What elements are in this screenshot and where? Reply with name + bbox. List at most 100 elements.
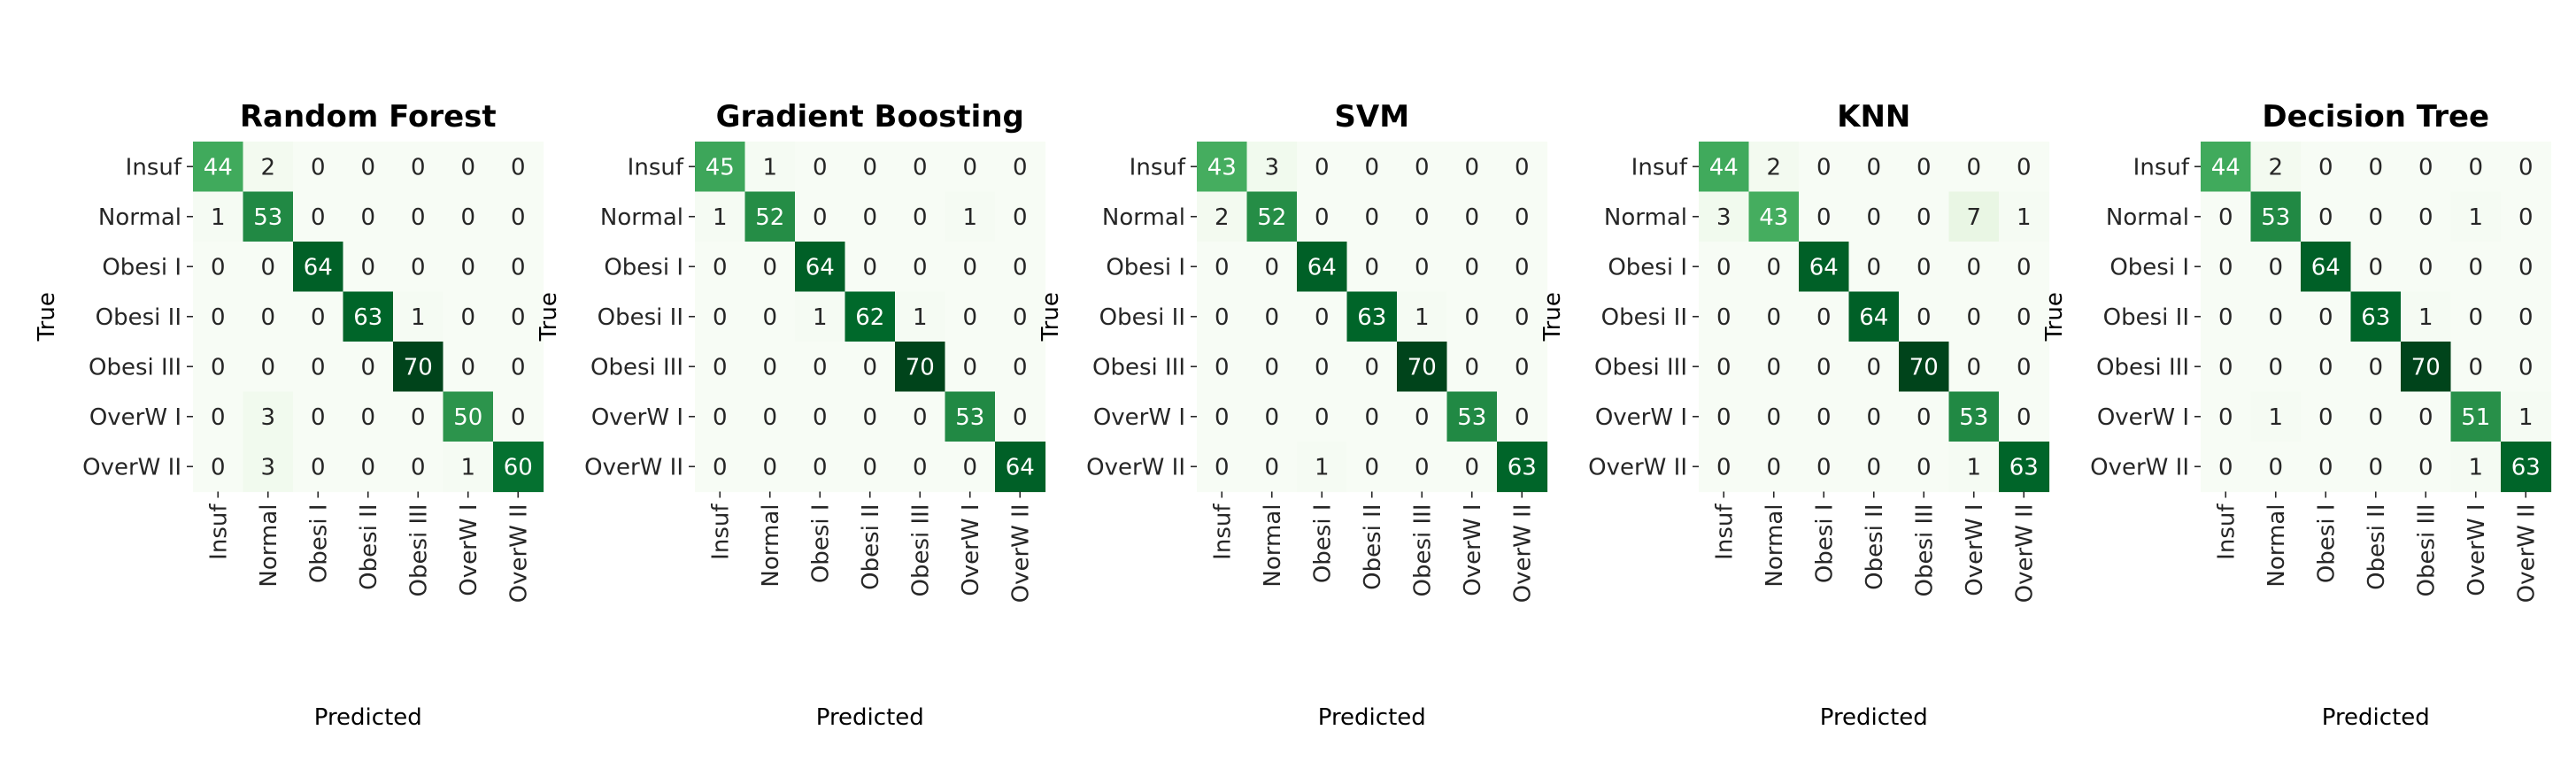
heatmap-cell xyxy=(2201,342,2252,393)
heatmap-cell xyxy=(1497,191,1548,242)
y-tick-label: Obesi II xyxy=(1601,304,1687,331)
cell-value-label: 1 xyxy=(211,204,226,231)
heatmap-cell xyxy=(1246,342,1298,393)
heatmap-cell xyxy=(795,342,846,393)
heatmap-cell xyxy=(1497,342,1548,393)
heatmap-cell xyxy=(2201,442,2252,493)
y-axis-label: True xyxy=(34,292,60,342)
heatmap-cell xyxy=(1848,242,1900,293)
cell-value-label: 0 xyxy=(762,404,777,431)
heatmap-cell xyxy=(1446,391,1498,442)
cell-value-label: 70 xyxy=(2411,354,2441,380)
cell-value-label: 0 xyxy=(1917,404,1932,431)
cell-value-label: 0 xyxy=(1364,204,1379,231)
cell-value-label: 0 xyxy=(1264,354,1279,380)
heatmap-cell xyxy=(1999,442,2050,493)
heatmap-cell xyxy=(945,142,996,193)
cell-value-label: 0 xyxy=(2268,254,2283,281)
heatmap-cell xyxy=(2450,342,2502,393)
cell-value-label: 0 xyxy=(2268,304,2283,331)
heatmap-cell xyxy=(845,342,896,393)
cell-value-label: 0 xyxy=(360,454,375,480)
heatmap-cell xyxy=(343,442,394,493)
y-tick-label: OverW I xyxy=(1093,404,1185,431)
cell-value-label: 0 xyxy=(1013,304,1028,331)
cell-value-label: 0 xyxy=(962,304,977,331)
cell-value-label: 1 xyxy=(2468,204,2483,231)
cell-value-label: 0 xyxy=(1415,204,1430,231)
cell-value-label: 0 xyxy=(511,254,526,281)
cell-value-label: 0 xyxy=(1816,304,1832,331)
cell-value-label: 0 xyxy=(1315,304,1330,331)
heatmap-cell xyxy=(2450,142,2502,193)
cell-value-label: 70 xyxy=(906,354,935,380)
cell-value-label: 0 xyxy=(460,154,475,181)
heatmap-cell xyxy=(1346,442,1398,493)
heatmap-cell xyxy=(1346,242,1398,293)
heatmap-cell xyxy=(243,291,294,342)
cell-value-label: 70 xyxy=(404,354,433,380)
cell-value-label: 0 xyxy=(411,254,426,281)
cell-value-label: 1 xyxy=(713,204,728,231)
heatmap-cell xyxy=(1999,191,2050,242)
heatmap-cell xyxy=(293,142,344,193)
heatmap-cell xyxy=(1297,142,1348,193)
cell-value-label: 0 xyxy=(311,354,326,380)
x-tick-label: Obesi II xyxy=(2364,504,2390,590)
cell-value-label: 0 xyxy=(2518,254,2534,281)
heatmap-cell xyxy=(443,442,494,493)
heatmap-cell xyxy=(393,391,444,442)
cell-value-label: 52 xyxy=(1257,204,1286,231)
y-tick-label: Obesi III xyxy=(89,354,181,380)
heatmap-cell xyxy=(2201,391,2252,442)
cell-value-label: 2 xyxy=(2268,154,2283,181)
cell-value-label: 0 xyxy=(913,154,928,181)
cell-value-label: 0 xyxy=(2368,204,2383,231)
cell-value-label: 0 xyxy=(862,254,877,281)
cell-value-label: 0 xyxy=(1917,254,1932,281)
heatmap-cell xyxy=(845,191,896,242)
x-tick-label: Normal xyxy=(1260,504,1286,588)
y-tick-label: Obesi I xyxy=(1106,254,1185,281)
y-tick-label: OverW I xyxy=(2097,404,2189,431)
cell-value-label: 0 xyxy=(1866,404,1881,431)
cell-value-label: 0 xyxy=(1013,354,1028,380)
y-tick-label: Obesi I xyxy=(604,254,683,281)
heatmap-cell xyxy=(293,391,344,442)
heatmap-cell xyxy=(1446,142,1498,193)
cell-value-label: 1 xyxy=(2468,454,2483,480)
cell-value-label: 0 xyxy=(2518,304,2534,331)
cell-value-label: 52 xyxy=(755,204,784,231)
heatmap-cell xyxy=(343,142,394,193)
heatmap-cell xyxy=(845,442,896,493)
cell-value-label: 0 xyxy=(913,454,928,480)
heatmap-cell xyxy=(695,442,746,493)
cell-value-label: 0 xyxy=(862,354,877,380)
cell-value-label: 0 xyxy=(1415,254,1430,281)
heatmap-cell xyxy=(1948,442,2000,493)
cell-value-label: 44 xyxy=(2211,154,2241,181)
heatmap-cell xyxy=(2401,291,2452,342)
heatmap-cell xyxy=(293,191,344,242)
heatmap-cell xyxy=(1699,391,1750,442)
heatmap-cell xyxy=(895,191,946,242)
cell-value-label: 0 xyxy=(311,404,326,431)
cell-value-label: 0 xyxy=(260,354,275,380)
cell-value-label: 0 xyxy=(713,354,728,380)
heatmap-cell xyxy=(1246,191,1298,242)
confusion-matrix-panel: Decision Tree 44 2 0 0 0 0 0 0 53 0 0 0 1 0 0 0 64 0 0 0 0 0 0 0… xyxy=(2041,99,2552,731)
heatmap-cell xyxy=(1397,142,1448,193)
heatmap-cell xyxy=(1397,391,1448,442)
y-tick-label: OverW II xyxy=(1086,454,1185,480)
heatmap-cell xyxy=(293,291,344,342)
heatmap-cell xyxy=(1999,342,2050,393)
cell-value-label: 0 xyxy=(411,204,426,231)
cell-value-label: 0 xyxy=(713,454,728,480)
cell-value-label: 63 xyxy=(353,304,382,331)
cell-value-label: 0 xyxy=(2017,304,2032,331)
cell-value-label: 43 xyxy=(1759,204,1788,231)
cell-value-label: 0 xyxy=(1464,354,1479,380)
heatmap-cell xyxy=(1699,242,1750,293)
heatmap-cell xyxy=(795,442,846,493)
x-axis-label: Predicted xyxy=(2322,704,2430,731)
